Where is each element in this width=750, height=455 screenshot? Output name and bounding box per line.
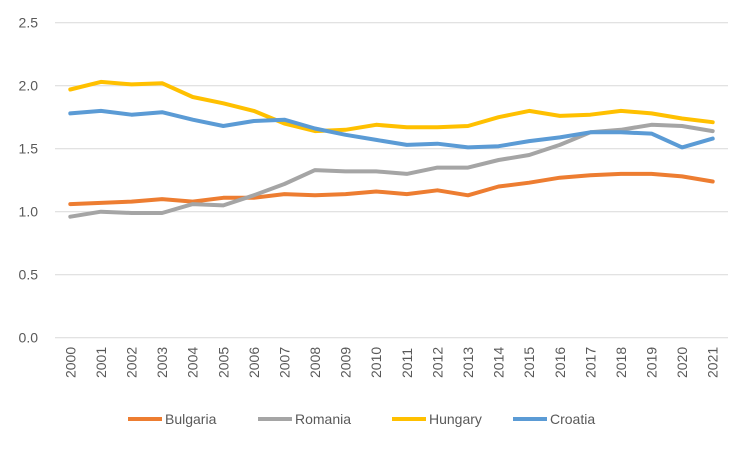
y-tick-label: 2.5 (19, 15, 39, 31)
y-tick-label: 1.5 (19, 141, 39, 157)
x-tick-label: 2012 (429, 347, 445, 378)
x-tick-label: 2004 (185, 347, 201, 378)
y-tick-label: 2.0 (19, 78, 39, 94)
legend-label-croatia: Croatia (550, 411, 595, 427)
x-tick-label: 2020 (674, 347, 690, 378)
y-tick-label: 0.5 (19, 267, 39, 283)
x-tick-label: 2011 (399, 348, 415, 378)
x-tick-label: 2000 (62, 347, 78, 378)
x-tick-label: 2002 (123, 347, 139, 378)
y-axis-ticks: 0.0 0.5 1.0 1.5 2.0 2.5 (19, 15, 39, 346)
y-tick-label: 0.0 (19, 330, 39, 346)
series-line-hungary (68, 79, 715, 134)
x-tick-label: 2003 (154, 347, 170, 378)
legend-label-romania: Romania (295, 411, 351, 427)
x-tick-label: 2005 (215, 347, 231, 378)
x-tick-label: 2007 (276, 347, 292, 378)
x-tick-label: 2008 (307, 347, 323, 378)
x-tick-label: 2013 (460, 347, 476, 378)
x-tick-label: 2017 (582, 347, 598, 378)
x-tick-label: 2019 (644, 347, 660, 378)
x-tick-label: 2009 (338, 347, 354, 378)
x-tick-label: 2015 (521, 347, 537, 378)
x-tick-label: 2018 (613, 347, 629, 378)
x-tick-label: 2006 (246, 347, 262, 378)
x-axis-ticks: 2000 2001 2002 2003 2004 2005 2006 2007 2008 2009… (62, 347, 720, 378)
x-tick-label: 2001 (93, 347, 109, 378)
y-tick-label: 1.0 (19, 204, 39, 220)
series-line-bulgaria (68, 171, 715, 207)
gridlines (55, 22, 728, 339)
series-lines (68, 79, 715, 219)
x-tick-label: 2021 (705, 347, 721, 378)
legend-label-hungary: Hungary (429, 411, 482, 427)
legend: Bulgaria Romania Hungary Croatia (128, 411, 595, 427)
x-tick-label: 2014 (491, 347, 507, 378)
x-tick-label: 2010 (368, 347, 384, 378)
series-line-romania (68, 122, 715, 219)
legend-label-bulgaria: Bulgaria (165, 411, 217, 427)
series-line-croatia (68, 108, 715, 150)
x-tick-label: 2016 (552, 347, 568, 378)
